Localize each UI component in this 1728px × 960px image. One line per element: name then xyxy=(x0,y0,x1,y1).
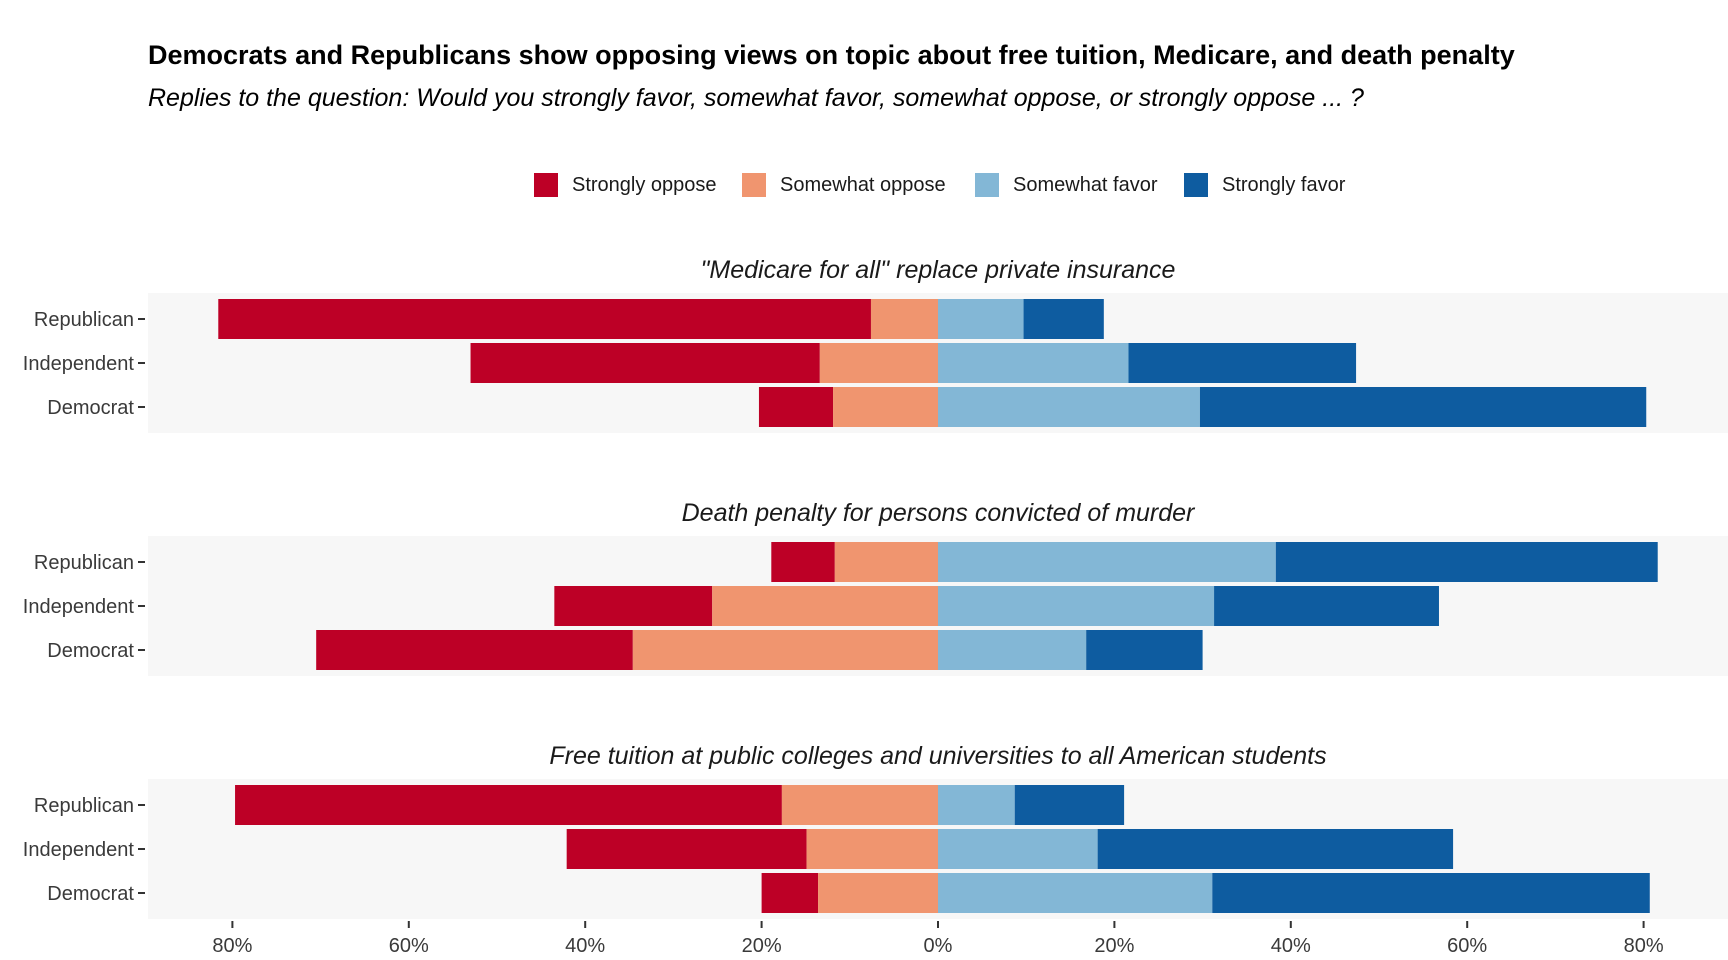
bar-republican-somewhat-oppose xyxy=(870,299,938,339)
legend-swatch-somewhat-favor xyxy=(975,173,999,197)
y-tick-label-republican: Republican xyxy=(34,309,134,331)
bar-democrat-somewhat-favor xyxy=(938,873,1213,913)
bar-democrat-strongly-favor xyxy=(1086,630,1203,670)
legend-label-strongly-favor: Strongly favor xyxy=(1222,173,1346,196)
bar-independent-strongly-oppose xyxy=(554,586,713,626)
y-tick-label-republican: Republican xyxy=(34,552,134,574)
x-tick-label: 40% xyxy=(1271,935,1311,957)
x-tick-label: 60% xyxy=(389,935,429,957)
bar-democrat-somewhat-favor xyxy=(938,387,1200,427)
bar-independent-strongly-oppose xyxy=(470,343,820,383)
bar-republican-strongly-favor xyxy=(1023,299,1104,339)
bar-independent-strongly-oppose xyxy=(566,829,807,869)
legend-swatch-somewhat-oppose xyxy=(742,173,766,197)
facet-title: "Medicare for all" replace private insur… xyxy=(701,256,1176,284)
y-tick-label-democrat: Democrat xyxy=(47,640,134,662)
y-tick-label-democrat: Democrat xyxy=(47,397,134,419)
bar-republican-somewhat-favor xyxy=(938,299,1024,339)
bar-independent-strongly-favor xyxy=(1097,829,1454,869)
y-tick-label-democrat: Democrat xyxy=(47,883,134,905)
y-tick-label-independent: Independent xyxy=(23,353,135,375)
x-tick-label: 40% xyxy=(565,935,605,957)
bar-independent-somewhat-favor xyxy=(938,343,1129,383)
bar-independent-somewhat-favor xyxy=(938,586,1215,626)
facet-title: Death penalty for persons convicted of m… xyxy=(682,499,1196,527)
legend-item-strongly-favor: Strongly favor xyxy=(1184,170,1345,200)
legend: Strongly oppose Somewhat oppose Somewhat… xyxy=(0,170,1728,200)
bar-democrat-strongly-oppose xyxy=(316,630,633,670)
bar-republican-somewhat-favor xyxy=(938,785,1015,825)
chart-subtitle: Replies to the question: Would you stron… xyxy=(148,84,1364,112)
x-tick-label: 80% xyxy=(1624,935,1664,957)
x-tick-label: 20% xyxy=(1094,935,1134,957)
bar-republican-strongly-oppose xyxy=(771,542,835,582)
chart-title: Democrats and Republicans show opposing … xyxy=(148,40,1515,70)
legend-label-strongly-oppose: Strongly oppose xyxy=(572,173,717,196)
legend-swatch-strongly-oppose xyxy=(534,173,558,197)
bar-democrat-strongly-oppose xyxy=(758,387,834,427)
x-tick-label: 0% xyxy=(924,935,953,957)
bar-democrat-somewhat-oppose xyxy=(833,387,938,427)
legend-item-somewhat-oppose: Somewhat oppose xyxy=(742,170,946,200)
bar-republican-strongly-favor xyxy=(1275,542,1658,582)
legend-label-somewhat-favor: Somewhat favor xyxy=(1013,173,1158,196)
bar-democrat-strongly-favor xyxy=(1212,873,1650,913)
bar-republican-somewhat-favor xyxy=(938,542,1276,582)
bar-independent-strongly-favor xyxy=(1128,343,1357,383)
y-tick-label-republican: Republican xyxy=(34,795,134,817)
y-tick-label-independent: Independent xyxy=(23,596,135,618)
bar-independent-strongly-favor xyxy=(1214,586,1439,626)
bar-republican-somewhat-oppose xyxy=(781,785,938,825)
legend-item-somewhat-favor: Somewhat favor xyxy=(975,170,1158,200)
x-tick-label: 80% xyxy=(212,935,252,957)
facet-title: Free tuition at public colleges and univ… xyxy=(549,742,1326,770)
bar-republican-strongly-favor xyxy=(1014,785,1125,825)
y-tick-label-independent: Independent xyxy=(23,839,135,861)
x-tick-label: 60% xyxy=(1447,935,1487,957)
x-tick-label: 20% xyxy=(742,935,782,957)
legend-swatch-strongly-favor xyxy=(1184,173,1208,197)
bar-republican-strongly-oppose xyxy=(235,785,782,825)
bar-independent-somewhat-oppose xyxy=(819,343,938,383)
bar-republican-somewhat-oppose xyxy=(834,542,938,582)
bar-independent-somewhat-oppose xyxy=(806,829,938,869)
bar-democrat-strongly-oppose xyxy=(761,873,819,913)
bar-independent-somewhat-oppose xyxy=(712,586,938,626)
legend-label-somewhat-oppose: Somewhat oppose xyxy=(780,173,946,196)
bar-democrat-somewhat-favor xyxy=(938,630,1087,670)
bar-republican-strongly-oppose xyxy=(218,299,871,339)
bar-democrat-somewhat-oppose xyxy=(632,630,938,670)
bar-independent-somewhat-favor xyxy=(938,829,1098,869)
bar-democrat-strongly-favor xyxy=(1199,387,1647,427)
legend-item-strongly-oppose: Strongly oppose xyxy=(534,170,717,200)
bar-democrat-somewhat-oppose xyxy=(818,873,938,913)
